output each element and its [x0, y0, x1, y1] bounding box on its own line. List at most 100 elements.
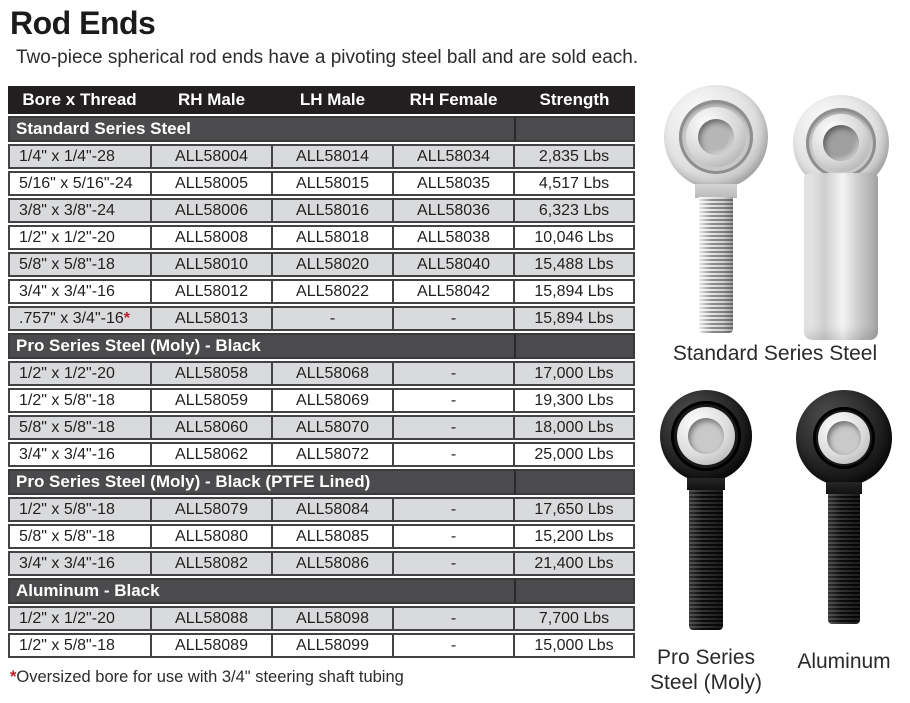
table-row: 1/2" x 5/8"-18 ALL58079 ALL58084-17,650 Lb… [8, 497, 635, 522]
column-header: Bore x Thread [8, 86, 151, 114]
strength-cell: 25,000 Lbs [514, 442, 635, 467]
strength-cell: 15,000 Lbs [514, 633, 635, 658]
bore-cell: 1/2" x 1/2"-20 [8, 361, 151, 386]
rod-end-hex-body [804, 173, 878, 340]
rh-female-cell: - [393, 524, 514, 549]
lh-male-cell: ALL58016 [272, 198, 393, 223]
section-title: Pro Series Steel (Moly) - Black [8, 333, 514, 359]
rh-female-cell: - [393, 606, 514, 631]
table-row: 5/8" x 5/8"-18 ALL58080 ALL58085-15,200 Lb… [8, 524, 635, 549]
section-header-row: Aluminum - Black [8, 578, 635, 604]
section-title: Standard Series Steel [8, 116, 514, 142]
rh-female-cell: - [393, 388, 514, 413]
table-row: .757" x 3/4"-16* ALL58013- -15,894 Lbs [8, 306, 635, 331]
column-header-row: Bore x Thread RH Male LH Male RH Female Stre… [8, 86, 635, 114]
strength-cell: 4,517 Lbs [514, 171, 635, 196]
lh-male-cell: ALL58085 [272, 524, 393, 549]
table-row: 3/4" x 3/4"-16 ALL58082 ALL58086-21,400 Lb… [8, 551, 635, 576]
strength-cell: 19,300 Lbs [514, 388, 635, 413]
rh-female-cell: - [393, 633, 514, 658]
rh-male-cell: ALL58059 [151, 388, 272, 413]
rh-male-cell: ALL58005 [151, 171, 272, 196]
column-header: LH Male [272, 86, 393, 114]
page-title: Rod Ends [10, 5, 156, 41]
table-head: Bore x Thread RH Male LH Male RH Female Stre… [8, 86, 635, 114]
strength-cell: 15,488 Lbs [514, 252, 635, 277]
rh-female-cell: ALL58036 [393, 198, 514, 223]
rod-ends-table: Bore x Thread RH Male LH Male RH Female Stre… [8, 84, 635, 660]
rh-female-cell: - [393, 442, 514, 467]
rod-end-bore-hole [698, 119, 734, 155]
rh-male-cell: ALL58079 [151, 497, 272, 522]
rh-male-cell: ALL58080 [151, 524, 272, 549]
section-strength-spacer [514, 469, 635, 495]
bore-cell: 1/4" x 1/4"-28 [8, 144, 151, 169]
lh-male-cell: ALL58068 [272, 361, 393, 386]
rh-female-cell: - [393, 415, 514, 440]
aluminum-rod-end-image [794, 390, 894, 630]
lh-male-cell: ALL58014 [272, 144, 393, 169]
strength-cell: 7,700 Lbs [514, 606, 635, 631]
bore-cell: 1/2" x 1/2"-20 [8, 225, 151, 250]
strength-cell: 17,650 Lbs [514, 497, 635, 522]
rh-male-cell: ALL58004 [151, 144, 272, 169]
rod-end-threaded-shaft [828, 494, 860, 624]
rh-male-cell: ALL58010 [151, 252, 272, 277]
aluminum-caption: Aluminum [797, 650, 891, 673]
rh-male-cell: ALL58058 [151, 361, 272, 386]
table-row: 1/4" x 1/4"-28 ALL58004 ALL58014 ALL58034 2,… [8, 144, 635, 169]
bore-cell: 1/2" x 1/2"-20 [8, 606, 151, 631]
table-row: 3/4" x 3/4"-16 ALL58012 ALL58022 ALL58042 15… [8, 279, 635, 304]
rod-end-threaded-shaft [689, 490, 723, 630]
rh-male-cell: ALL58013 [151, 306, 272, 331]
strength-cell: 18,000 Lbs [514, 415, 635, 440]
rh-male-cell: ALL58012 [151, 279, 272, 304]
bore-cell: 3/4" x 3/4"-16 [8, 551, 151, 576]
rod-end-neck [687, 478, 725, 490]
strength-cell: 15,894 Lbs [514, 279, 635, 304]
table-row: 1/2" x 5/8"-18 ALL58089 ALL58099-15,000 Lb… [8, 633, 635, 658]
section-title: Aluminum - Black [8, 578, 514, 604]
table-row: 1/2" x 1/2"-20 ALL58088 ALL58098-7,700 Lbs [8, 606, 635, 631]
rh-male-cell: ALL58008 [151, 225, 272, 250]
lh-male-cell: ALL58070 [272, 415, 393, 440]
strength-cell: 17,000 Lbs [514, 361, 635, 386]
table-row: 3/8" x 3/8"-24 ALL58006 ALL58016 ALL58036 6,… [8, 198, 635, 223]
table-row: 5/8" x 5/8"-18 ALL58060 ALL58070-18,000 Lb… [8, 415, 635, 440]
lh-male-cell: ALL58084 [272, 497, 393, 522]
bore-cell: .757" x 3/4"-16* [8, 306, 151, 331]
strength-cell: 10,046 Lbs [514, 225, 635, 250]
rh-female-cell: - [393, 361, 514, 386]
bore-cell: 3/4" x 3/4"-16 [8, 279, 151, 304]
lh-male-cell: - [272, 306, 393, 331]
bore-cell: 5/8" x 5/8"-18 [8, 415, 151, 440]
section-header-row: Pro Series Steel (Moly) - Black (PTFE Li… [8, 469, 635, 495]
strength-cell: 21,400 Lbs [514, 551, 635, 576]
rh-female-cell: ALL58040 [393, 252, 514, 277]
lh-male-cell: ALL58022 [272, 279, 393, 304]
column-header: Strength [514, 86, 635, 114]
rh-female-cell: - [393, 306, 514, 331]
lh-male-cell: ALL58072 [272, 442, 393, 467]
lh-male-cell: ALL58086 [272, 551, 393, 576]
bore-cell: 5/16" x 5/16"-24 [8, 171, 151, 196]
footnote: *Oversized bore for use with 3/4" steeri… [10, 668, 404, 687]
rh-female-cell: ALL58035 [393, 171, 514, 196]
rod-end-neck [826, 482, 862, 494]
bore-cell: 5/8" x 5/8"-18 [8, 252, 151, 277]
lh-male-cell: ALL58069 [272, 388, 393, 413]
rod-end-neck [695, 184, 737, 198]
strength-cell: 15,200 Lbs [514, 524, 635, 549]
section-strength-spacer [514, 578, 635, 604]
lh-male-cell: ALL58098 [272, 606, 393, 631]
section-strength-spacer [514, 333, 635, 359]
rod-end-bore-hole [827, 421, 861, 455]
strength-cell: 2,835 Lbs [514, 144, 635, 169]
table-row: 1/2" x 1/2"-20 ALL58058 ALL58068-17,000 Lb… [8, 361, 635, 386]
footnote-marker: * [10, 668, 17, 686]
rh-male-cell: ALL58006 [151, 198, 272, 223]
section-title: Pro Series Steel (Moly) - Black (PTFE Li… [8, 469, 514, 495]
rh-male-cell: ALL58060 [151, 415, 272, 440]
pro-series-caption: Pro Series Steel (Moly) [649, 646, 763, 694]
